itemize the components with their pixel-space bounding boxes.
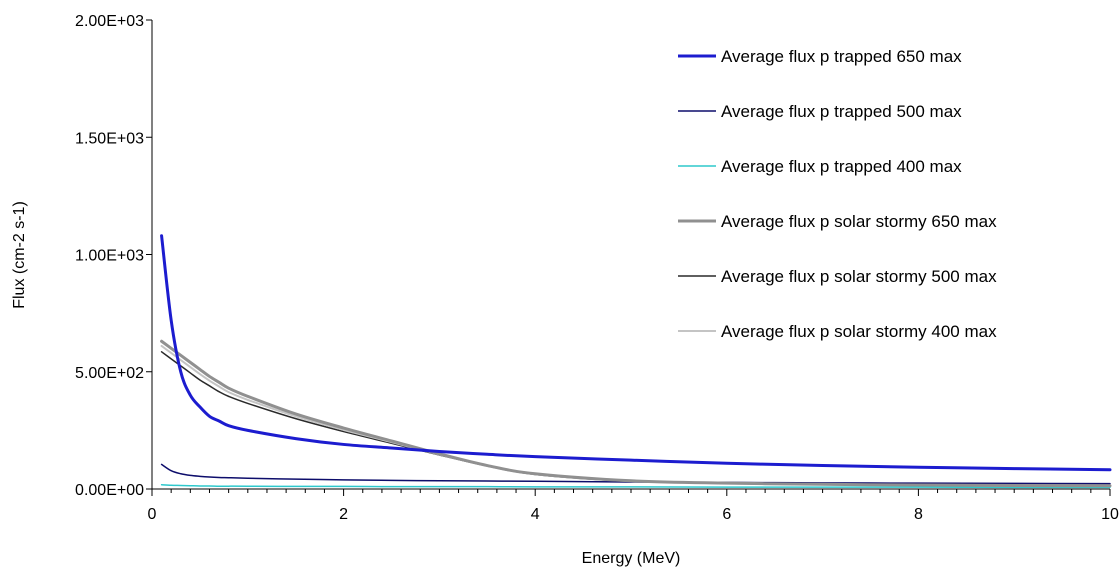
y-tick-label: 0.00E+00	[75, 482, 144, 499]
legend-label-4: Average flux p solar stormy 650 max	[721, 212, 997, 231]
x-tick-label: 10	[1101, 506, 1119, 523]
legend-label-6: Average flux p solar stormy 400 max	[721, 322, 997, 341]
y-axis-title: Flux (cm-2 s-1)	[11, 201, 28, 309]
legend-label-1: Average flux p trapped 650 max	[721, 47, 962, 66]
y-tick-label: 1.00E+03	[75, 248, 144, 265]
x-axis-title: Energy (MeV)	[582, 550, 681, 567]
x-tick-label: 8	[914, 506, 923, 523]
y-tick-label: 2.00E+03	[75, 13, 144, 30]
x-ticks: 0 2 4 6 8 10	[148, 489, 1119, 523]
series-line-1	[160, 234, 1112, 472]
series-line-3	[160, 484, 1111, 489]
x-tick-label: 0	[148, 506, 157, 523]
x-tick-label: 2	[339, 506, 348, 523]
plot-series	[160, 234, 1112, 489]
y-tick-label: 1.50E+03	[75, 130, 144, 147]
legend-label-5: Average flux p solar stormy 500 max	[721, 267, 997, 286]
x-tick-label: 6	[722, 506, 731, 523]
legend: Average flux p trapped 650 max Average fl…	[678, 47, 997, 341]
series-line-4	[160, 339, 1112, 488]
legend-label-2: Average flux p trapped 500 max	[721, 102, 962, 121]
y-tick-label: 5.00E+02	[75, 365, 144, 382]
legend-label-3: Average flux p trapped 400 max	[721, 157, 962, 176]
x-tick-label: 4	[531, 506, 540, 523]
y-ticks: 0.00E+00 5.00E+02 1.00E+03 1.50E+03 2.00E+03	[75, 13, 152, 499]
